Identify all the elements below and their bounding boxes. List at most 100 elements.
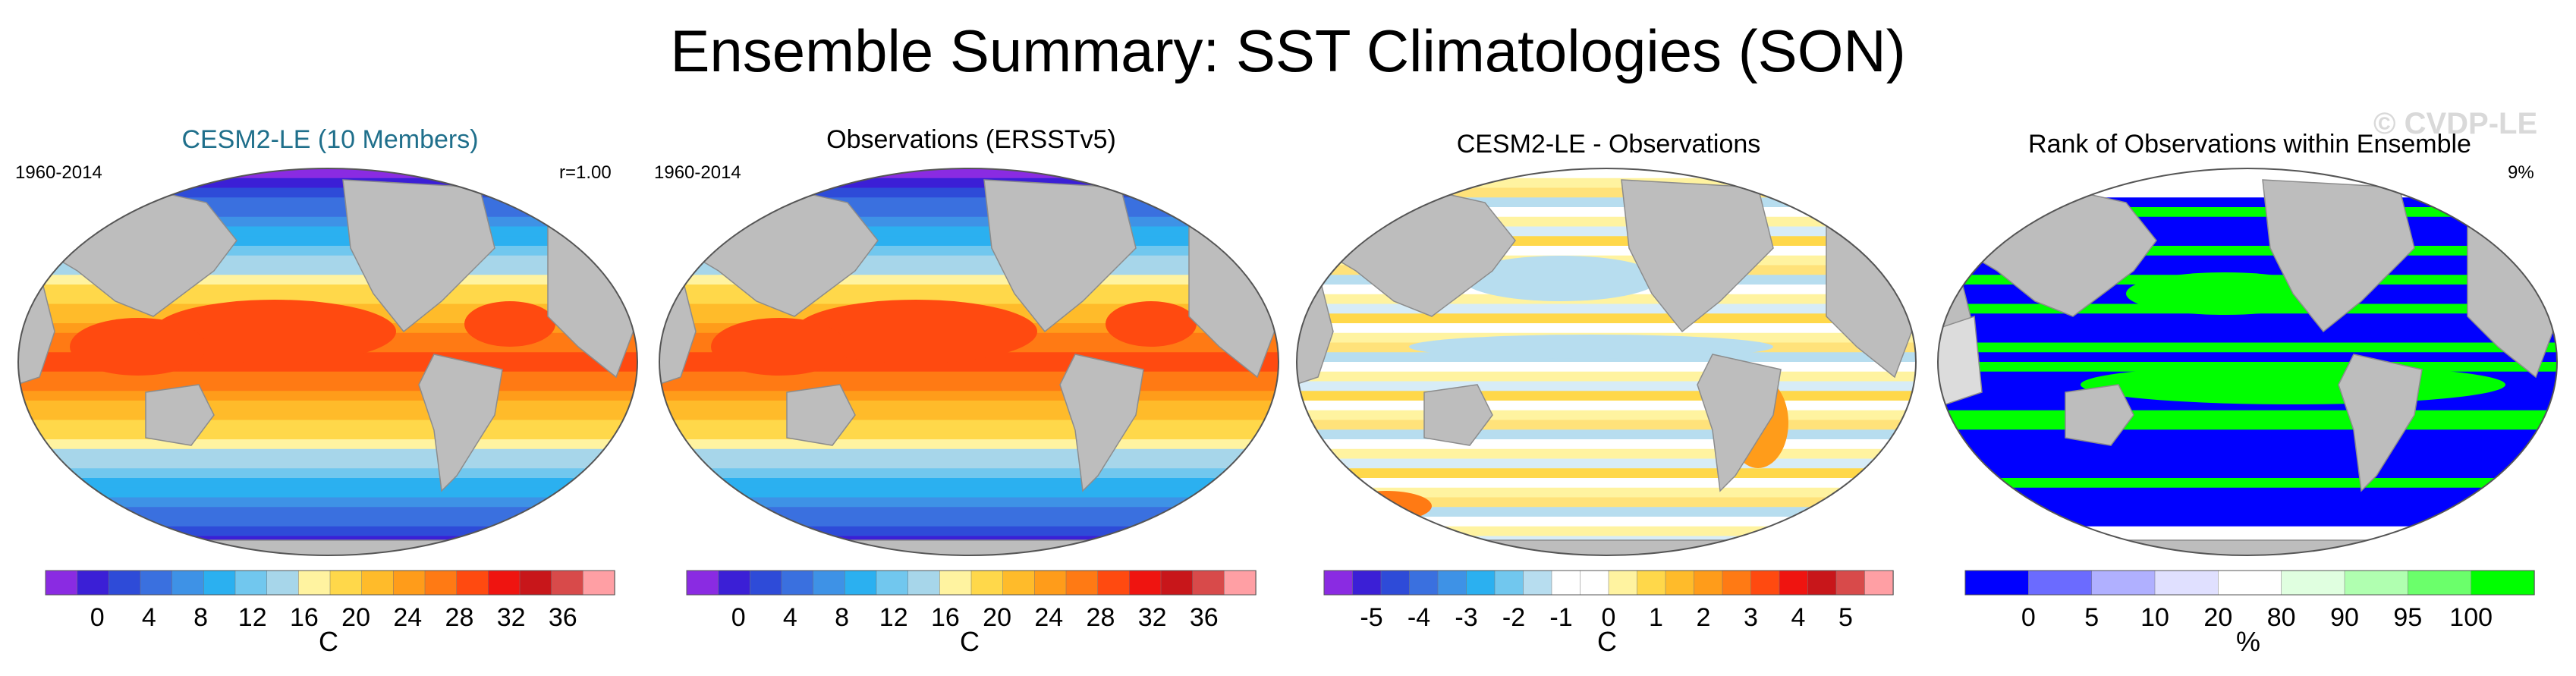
colorbar-swatch — [1437, 570, 1467, 596]
map-panel-1 — [17, 168, 638, 556]
colorbar-tick-label: 20 — [983, 603, 1011, 632]
panel-period-label: 1960-2014 — [654, 162, 741, 183]
colorbar-swatch — [781, 570, 814, 596]
colorbar-panel4 — [1964, 570, 2535, 596]
colorbar-swatch — [583, 570, 615, 596]
colorbar-tick-label: 12 — [237, 603, 267, 632]
colorbar-swatch — [718, 570, 751, 596]
map-outline — [1937, 168, 2558, 556]
colorbar-unit-panel1: C — [319, 626, 338, 657]
land-mass — [342, 179, 495, 333]
map-outline — [1296, 168, 1917, 556]
colorbar-tick-label: 32 — [496, 603, 526, 632]
map-outline — [17, 168, 638, 556]
colorbar-tick-label: 0 — [90, 603, 105, 632]
colorbar-tick-label: 20 — [2203, 603, 2233, 632]
colorbar-swatch — [45, 570, 78, 596]
panel-title-difference: CESM2-LE - Observations — [1456, 130, 1761, 159]
colorbar-swatch — [1192, 570, 1225, 596]
colorbar-swatch — [2344, 570, 2409, 596]
colorbar-swatch — [1964, 570, 2030, 596]
colorbar-swatch — [1352, 570, 1382, 596]
colorbar-swatch — [1807, 570, 1837, 596]
watermark: © CVDP-LE — [2373, 107, 2538, 140]
colorbar-tick-label: -1 — [1549, 603, 1573, 632]
colorbar-swatch — [1864, 570, 1894, 596]
land-mass — [418, 354, 503, 492]
colorbar-panel2 — [686, 570, 1257, 596]
colorbar-tick-label: 4 — [782, 603, 797, 632]
colorbar-swatch — [845, 570, 877, 596]
land-mass — [2019, 539, 2476, 555]
colorbar-tick-label: 8 — [193, 603, 208, 632]
panel-title-rank: Rank of Observations within Ensemble — [2028, 130, 2471, 159]
colorbar-swatch — [2154, 570, 2219, 596]
colorbar-tick-label: 36 — [1189, 603, 1219, 632]
colorbar-swatch — [234, 570, 268, 596]
colorbar-tick-label: 24 — [393, 603, 423, 632]
colorbar-swatch — [750, 570, 782, 596]
land-mass — [1378, 539, 1835, 555]
colorbar-swatch — [876, 570, 909, 596]
colorbar-tick-label: 0 — [731, 603, 746, 632]
colorbar-tick-label: 95 — [2393, 603, 2423, 632]
colorbar-swatch — [970, 570, 1004, 596]
land-mass — [2262, 179, 2415, 333]
colorbar-swatch — [329, 570, 363, 596]
colorbar-swatch — [456, 570, 489, 596]
colorbar-tick-label: -4 — [1407, 603, 1431, 632]
land-mass — [1697, 354, 1782, 492]
panel-correlation-label: r=1.00 — [559, 162, 612, 183]
colorbar-unit-panel4: % — [2235, 626, 2260, 657]
colorbar-tick-label: 3 — [1744, 603, 1758, 632]
colorbar-tick-label: 5 — [1838, 603, 1853, 632]
colorbar-swatch — [1065, 570, 1099, 596]
colorbar-tick-label: 32 — [1137, 603, 1167, 632]
map-panel-3 — [1296, 168, 1917, 556]
colorbar-swatch — [1097, 570, 1131, 596]
colorbar-swatch — [203, 570, 236, 596]
colorbar-swatch — [2091, 570, 2156, 596]
colorbar-tick-label: 0 — [2021, 603, 2036, 632]
colorbar-swatch — [907, 570, 941, 596]
colorbar-tick-label: 16 — [289, 603, 319, 632]
colorbar-tick-label: -3 — [1455, 603, 1478, 632]
colorbar-swatch — [1779, 570, 1809, 596]
colorbar-swatch — [2281, 570, 2345, 596]
land-mass — [1059, 354, 1144, 492]
panel-title-cesm2: CESM2-LE (10 Members) — [181, 125, 479, 154]
colorbar-swatch — [939, 570, 972, 596]
panel-title-observations: Observations (ERSSTv5) — [826, 125, 1116, 154]
colorbar-swatch — [1750, 570, 1780, 596]
colorbar-swatch — [1224, 570, 1257, 596]
colorbar-swatch — [140, 570, 173, 596]
colorbar-tick-label: 2 — [1696, 603, 1711, 632]
land-mass — [786, 384, 856, 446]
colorbar-swatch — [1722, 570, 1752, 596]
colorbar-tick-label: 80 — [2266, 603, 2296, 632]
map-outline — [659, 168, 1279, 556]
colorbar-tick-label: 0 — [1601, 603, 1616, 632]
colorbar-swatch — [1380, 570, 1411, 596]
colorbar-tick-label: 4 — [1791, 603, 1806, 632]
colorbar-tick-label: -2 — [1502, 603, 1526, 632]
panel-period-label: 1960-2014 — [15, 162, 102, 183]
colorbar-tick-label: 1 — [1649, 603, 1663, 632]
colorbar-swatch — [1551, 570, 1581, 596]
colorbar-tick-label: 24 — [1034, 603, 1064, 632]
map-panel-2 — [659, 168, 1279, 556]
colorbar-swatch — [1494, 570, 1524, 596]
colorbar-tick-label: 10 — [2140, 603, 2169, 632]
colorbar-swatch — [1034, 570, 1067, 596]
colorbar-tick-label: 100 — [2449, 603, 2493, 632]
colorbar-panel1 — [45, 570, 615, 596]
colorbar-tick-label: 36 — [548, 603, 577, 632]
colorbar-swatch — [1129, 570, 1162, 596]
colorbar-swatch — [488, 570, 521, 596]
colorbar-swatch — [77, 570, 110, 596]
colorbar-swatch — [1580, 570, 1609, 596]
colorbar-swatch — [266, 570, 300, 596]
land-mass — [1423, 384, 1493, 446]
colorbar-swatch — [2218, 570, 2282, 596]
